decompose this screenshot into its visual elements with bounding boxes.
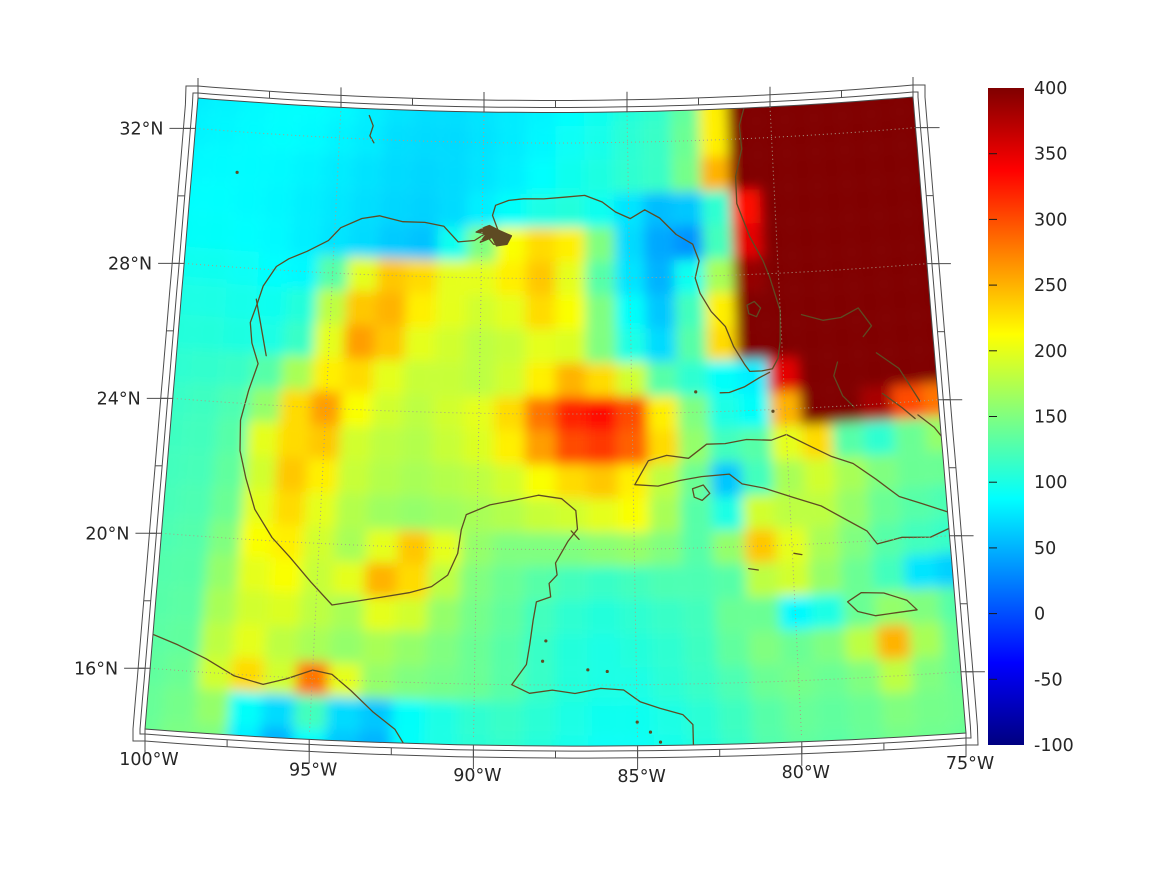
colorbar-tick-label: 50 bbox=[1034, 539, 1056, 559]
coastline-gulf-mainland-coast bbox=[239, 97, 781, 747]
colorbar-tick-label: -50 bbox=[1034, 670, 1063, 690]
coastline-florida-keys bbox=[719, 371, 771, 394]
colorbar-tick-label: 150 bbox=[1034, 408, 1067, 428]
colorbar-tick-label: 250 bbox=[1034, 276, 1067, 296]
y-tick-label: 28°N bbox=[108, 254, 152, 274]
x-tick-label: 85°W bbox=[617, 767, 665, 787]
graticule-gridlines bbox=[150, 106, 961, 740]
coastline-lake-okeechobee bbox=[746, 300, 762, 318]
small-island-dot bbox=[771, 409, 775, 413]
coastline-andros bbox=[833, 361, 855, 408]
small-island-dot bbox=[658, 740, 663, 744]
colorbar-tick-label: 350 bbox=[1034, 145, 1067, 165]
x-tick-label: 90°W bbox=[453, 766, 501, 786]
coastline-exuma bbox=[881, 392, 916, 420]
colorbar-tick-label: 300 bbox=[1034, 210, 1067, 230]
y-tick-label: 24°N bbox=[97, 389, 141, 409]
coastline-pacific-coast bbox=[145, 629, 409, 747]
x-tick-label: 75°W bbox=[946, 754, 994, 774]
small-island-dot bbox=[586, 668, 590, 672]
colorbar: 400 350 300 250 200 150 100 50 0 -50 -100 bbox=[988, 79, 1074, 756]
gridline-lon--80 bbox=[769, 106, 802, 736]
frame-line bbox=[132, 84, 979, 759]
small-island-dot bbox=[648, 730, 653, 734]
gridline-lon--85 bbox=[626, 111, 638, 740]
gridline-lat-28 bbox=[184, 262, 927, 279]
small-island-dot bbox=[635, 720, 639, 724]
x-tick-label: 100°W bbox=[119, 750, 178, 770]
heatmap-layer bbox=[145, 97, 966, 747]
colorbar-tick-label: 0 bbox=[1034, 605, 1045, 625]
frame-line bbox=[139, 91, 972, 752]
small-island-dot bbox=[235, 170, 239, 174]
y-tick-label: 32°N bbox=[119, 119, 163, 139]
coastline-grand-cayman bbox=[748, 567, 759, 571]
coastline-cayman-brac bbox=[793, 552, 803, 556]
colorbar-tick-label: 400 bbox=[1034, 79, 1067, 99]
coastline-grand-bahama-abaco bbox=[800, 307, 873, 338]
coastline-mississippi-delta bbox=[475, 224, 513, 247]
x-tick-label: 80°W bbox=[782, 763, 830, 783]
map-frame bbox=[124, 77, 985, 770]
colorbar-tick-label: 200 bbox=[1034, 342, 1067, 362]
colorbar-tick-label: 100 bbox=[1034, 473, 1067, 493]
y-tick-label: 20°N bbox=[85, 524, 129, 544]
small-island-dot bbox=[544, 639, 548, 643]
gridline-lon--90 bbox=[473, 111, 485, 739]
coastline-cozumel bbox=[570, 530, 580, 541]
coastline-texas-barrier-islands bbox=[255, 298, 267, 357]
coastline-isla-juventud bbox=[691, 484, 711, 502]
gridline-lat-16 bbox=[150, 667, 961, 686]
coastline-jamaica bbox=[846, 591, 918, 617]
small-island-dot bbox=[605, 669, 609, 674]
gridline-lat-32 bbox=[195, 127, 916, 144]
x-tick-label: 95°W bbox=[289, 760, 337, 780]
small-island-dot bbox=[540, 659, 545, 663]
small-island-dot bbox=[694, 390, 698, 394]
y-tick-label: 16°N bbox=[74, 659, 118, 679]
axis-tick-labels: 100°W 95°W 90°W 85°W 80°W 75°W 32°N 28°N 24°N 20°… bbox=[74, 119, 994, 786]
colorbar-tick-label: -100 bbox=[1034, 736, 1074, 756]
coastline-eleuthera bbox=[875, 352, 921, 402]
gridline-lon--95 bbox=[309, 107, 342, 733]
heatmap-cells bbox=[145, 97, 966, 747]
